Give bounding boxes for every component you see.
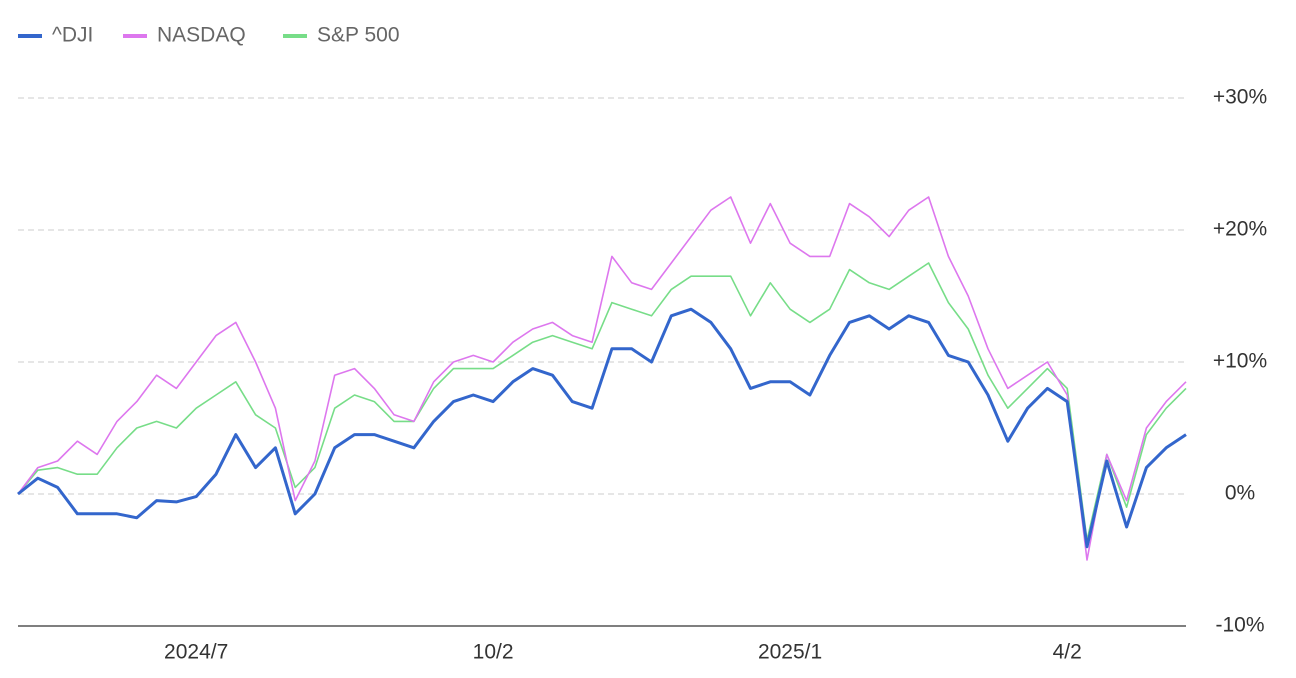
y-tick-label: -10%	[1215, 614, 1264, 637]
x-tick-label: 4/2	[1053, 641, 1082, 664]
x-tick-label: 10/2	[473, 641, 514, 664]
series-line	[17, 307, 1187, 549]
y-tick-label: +20%	[1213, 218, 1267, 241]
x-tick-label: 2025/1	[758, 641, 822, 664]
legend: ^DJI NASDAQ S&P 500	[18, 24, 400, 47]
y-tick-label: 0%	[1225, 482, 1255, 505]
y-tick-label: +10%	[1213, 350, 1267, 373]
series-line	[17, 262, 1187, 541]
legend-label: ^DJI	[52, 24, 93, 47]
legend-label: NASDAQ	[157, 24, 246, 47]
x-tick-label: 2024/7	[164, 641, 228, 664]
y-tick-label: +30%	[1213, 86, 1267, 109]
legend-label: S&P 500	[317, 24, 400, 47]
series-line	[17, 196, 1187, 561]
